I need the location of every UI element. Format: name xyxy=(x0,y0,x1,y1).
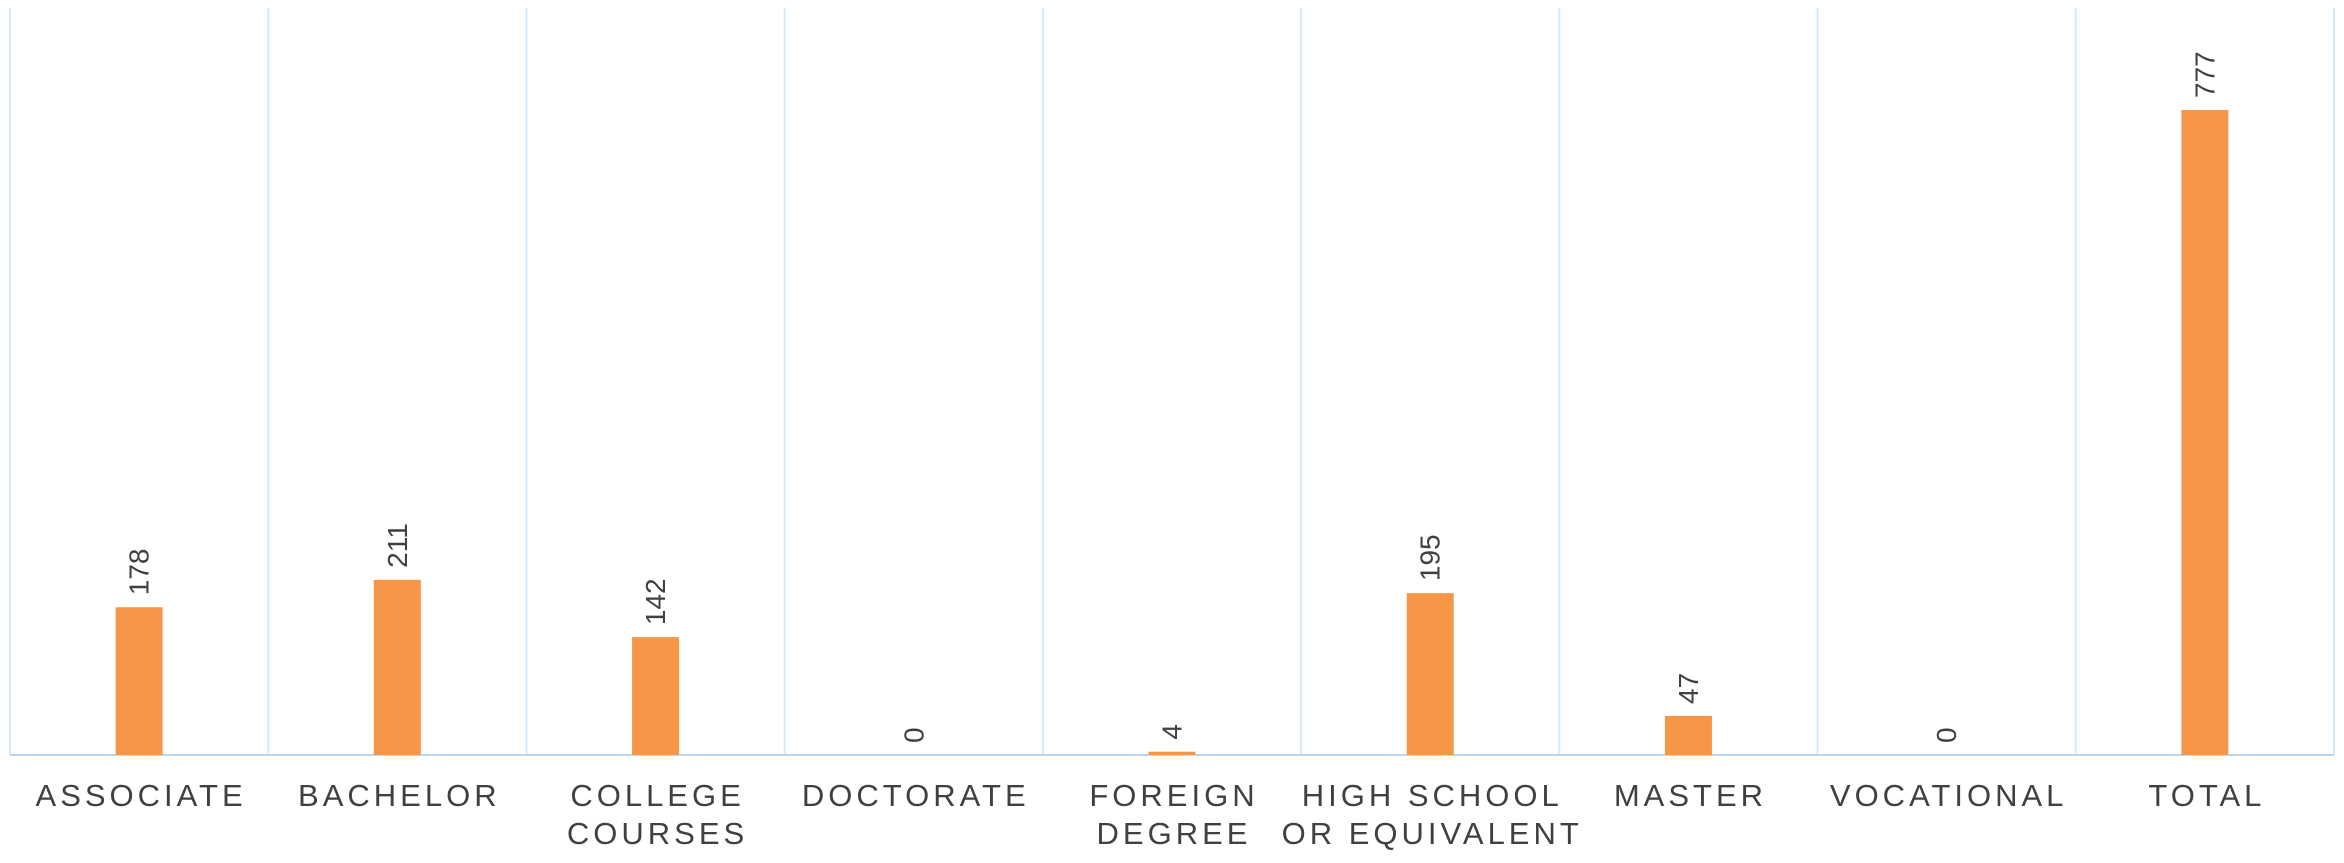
data-label: 178 xyxy=(124,549,155,596)
category-label: VOCATIONAL xyxy=(1830,778,2068,813)
data-label: 0 xyxy=(898,727,929,743)
bar xyxy=(1664,715,1712,755)
bar-layer xyxy=(115,110,2229,755)
data-label: 211 xyxy=(382,523,413,568)
bar xyxy=(632,637,680,755)
bar xyxy=(1148,751,1196,755)
bar xyxy=(2181,110,2229,755)
value-label-layer: 178 211 142 0 4 195 47 0 777 xyxy=(124,51,2221,743)
category-label: DOCTORATE xyxy=(802,778,1030,813)
category-label: COURSES xyxy=(567,816,748,851)
data-label: 0 xyxy=(1931,727,1962,743)
category-label: MASTER xyxy=(1614,778,1767,813)
data-label: 142 xyxy=(640,578,671,625)
category-label: OR EQUIVALENT xyxy=(1282,816,1583,851)
data-label: 47 xyxy=(1673,673,1704,704)
category-label: DEGREE xyxy=(1097,816,1252,851)
bar xyxy=(1406,593,1454,755)
bar xyxy=(115,607,163,755)
category-label: FOREIGN xyxy=(1089,778,1258,813)
data-label: 4 xyxy=(1157,724,1188,740)
grid-layer xyxy=(9,8,2335,756)
category-label: TOTAL xyxy=(2148,778,2265,813)
category-label: ASSOCIATE xyxy=(36,778,247,813)
category-label: COLLEGE xyxy=(570,778,744,813)
data-label: 777 xyxy=(2189,51,2220,98)
category-label: HIGH SCHOOL xyxy=(1302,778,1563,813)
data-label: 195 xyxy=(1415,534,1446,581)
bar xyxy=(373,579,421,755)
category-label: BACHELOR xyxy=(298,778,501,813)
